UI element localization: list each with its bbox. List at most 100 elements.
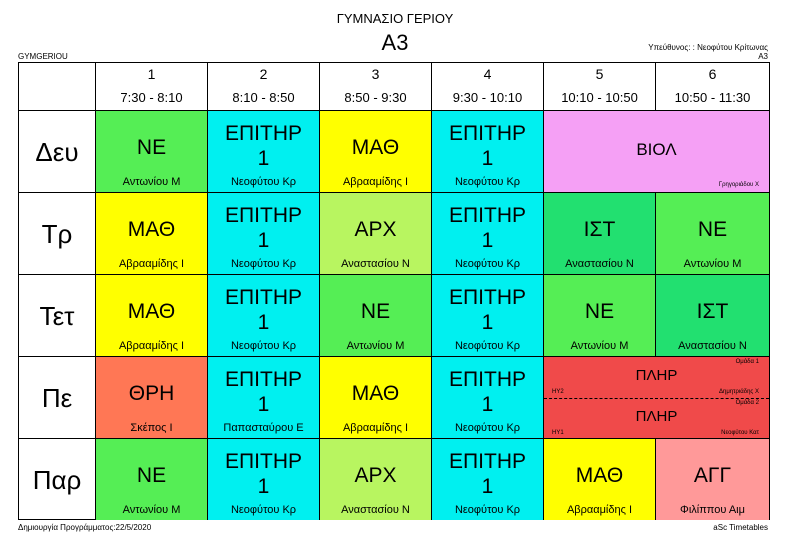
lesson-subject: ΕΠΙΤΗΡ 1 [224,368,302,416]
lesson-cell[interactable]: ΙΣΤ Αναστασίου Ν [543,193,655,274]
lesson-teacher: Αντωνίου Μ [122,176,181,188]
lesson-room: ΗΥ2 [552,389,564,395]
lesson-teacher: Νεοφύτου Κρ [230,504,297,516]
lesson-cell[interactable]: ΙΣΤ Αναστασίου Ν [655,275,769,356]
lesson-cell[interactable]: ΑΡΧ Αναστασίου Ν [319,193,431,274]
period-time: 8:10 - 8:50 [232,90,295,105]
header-divider [19,110,769,111]
school-title: ΓΥΜΝΑΣΙΟ ΓΕΡΙΟΥ [336,11,454,26]
row-divider [19,356,769,357]
responsible-teacher: Υπεύθυνος: : Νεοφύτου Κρίτωνας [648,43,768,52]
lesson-subject: ΜΑΘ [127,300,176,323]
lesson-subject: ΝΕ [136,136,167,159]
created-date: Δημιουργία Προγράμματος:22/5/2020 [18,523,152,532]
group-lesson: Ομάδα 1 ΠΛΗΡ ΗΥ2 Δημητριάδης Χ [544,357,769,399]
lesson-subject: ΝΕ [697,218,728,241]
lesson-cell[interactable]: ΝΕ Αντωνίου Μ [655,193,769,274]
group-lesson: Ομάδα 2 ΠΛΗΡ ΗΥ1 Νεοφύτου Κατ [544,398,769,439]
responsible-class: Α3 [758,52,768,61]
lesson-subject: ΑΡΧ [354,464,397,487]
lesson-teacher: Νεοφύτου Κρ [454,176,521,188]
lesson-cell[interactable]: ΒΙΟΛ Γρηγοριάδου Χ [543,111,769,192]
lesson-cell[interactable]: ΕΠΙΤΗΡ 1 Νεοφύτου Κρ [431,439,543,520]
lesson-teacher: Νεοφύτου Κρ [454,258,521,270]
period-time: 8:50 - 9:30 [344,90,407,105]
lesson-cell[interactable]: ΝΕ Αντωνίου Μ [319,275,431,356]
lesson-subject: ΜΑΘ [351,136,400,159]
responsible-info: Υπεύθυνος: : Νεοφύτου Κρίτωνας Α3 [648,43,768,61]
period-number: 3 [371,66,380,82]
lesson-cell[interactable]: ΕΠΙΤΗΡ 1 Νεοφύτου Κρ [431,193,543,274]
lesson-subject: ΒΙΟΛ [636,140,677,159]
lesson-subject: ΘΡΗ [128,382,175,405]
lesson-teacher: Αναστασίου Ν [678,340,747,352]
day-label: Τρ [41,218,73,249]
lesson-teacher: Αβρααμίδης Ι [342,176,409,188]
split-lesson-cell[interactable]: Ομάδα 1 ΠΛΗΡ ΗΥ2 Δημητριάδης Χ Ομάδα 2 ΠΛΗΡ ΗΥ… [543,357,769,438]
lesson-cell[interactable]: ΑΡΧ Αναστασίου Ν [319,439,431,520]
lesson-cell[interactable]: ΕΠΙΤΗΡ 1 Νεοφύτου Κρ [207,193,319,274]
lesson-teacher: Αναστασίου Ν [565,258,634,270]
school-code: GYMGERIOU [18,52,68,61]
period-header: 3 8:50 - 9:30 [319,63,431,111]
lesson-cell[interactable]: ΝΕ Αντωνίου Μ [543,275,655,356]
lesson-teacher: Φιλίππου Αιμ [680,504,745,516]
lesson-teacher: Νεοφύτου Κρ [454,422,521,434]
lesson-cell[interactable]: ΕΠΙΤΗΡ 1 Παπασταύρου Ε [207,357,319,438]
period-header: 2 8:10 - 8:50 [207,63,319,111]
lesson-teacher: Δημητριάδης Χ [719,389,759,395]
period-number: 5 [595,66,604,82]
period-time: 10:10 - 10:50 [561,90,638,105]
timetable-grid: 1 7:30 - 8:10 2 8:10 - 8:50 3 8:50 - 9:30 4 9:3… [18,62,770,520]
lesson-cell[interactable]: ΕΠΙΤΗΡ 1 Νεοφύτου Κρ [431,357,543,438]
lesson-cell[interactable]: ΝΕ Αντωνίου Μ [95,439,207,520]
lesson-cell[interactable]: ΕΠΙΤΗΡ 1 Νεοφύτου Κρ [207,111,319,192]
lesson-teacher: Αντωνίου Μ [122,504,181,516]
lesson-subject: ΜΑΘ [575,464,624,487]
period-time: 9:30 - 10:10 [452,90,523,105]
day-label: Παρ [32,464,82,495]
lesson-teacher: Αβρααμίδης Ι [566,504,633,516]
lesson-teacher: Αντωνίου Μ [570,340,629,352]
lesson-subject: ΝΕ [360,300,391,323]
lesson-cell[interactable]: ΜΑΘ Αβρααμίδης Ι [95,275,207,356]
lesson-teacher: Νεοφύτου Κρ [454,340,521,352]
lesson-teacher: Αντωνίου Μ [683,258,742,270]
lesson-teacher: Νεοφύτου Κρ [230,340,297,352]
lesson-cell[interactable]: ΕΠΙΤΗΡ 1 Νεοφύτου Κρ [207,275,319,356]
lesson-teacher: Νεοφύτου Κατ [721,430,759,436]
period-number: 4 [483,66,492,82]
lesson-subject: ΠΛΗΡ [635,367,678,384]
lesson-subject: ΕΠΙΤΗΡ 1 [448,204,526,252]
lesson-cell[interactable]: ΜΑΘ Αβρααμίδης Ι [319,357,431,438]
lesson-teacher: Αβρααμίδης Ι [342,422,409,434]
lesson-teacher: Αντωνίου Μ [346,340,405,352]
lesson-teacher: Αβρααμίδης Ι [118,340,185,352]
lesson-teacher: Σκέπος Ι [130,422,173,434]
lesson-cell[interactable]: ΜΑΘ Αβρααμίδης Ι [319,111,431,192]
lesson-cell[interactable]: ΜΑΘ Αβρααμίδης Ι [95,193,207,274]
row-divider [19,192,769,193]
lesson-cell[interactable]: ΕΠΙΤΗΡ 1 Νεοφύτου Κρ [431,275,543,356]
lesson-teacher: Αναστασίου Ν [341,258,410,270]
period-header: 4 9:30 - 10:10 [431,63,543,111]
lesson-cell[interactable]: ΜΑΘ Αβρααμίδης Ι [543,439,655,520]
class-title: Α3 [381,30,409,55]
lesson-teacher: Γρηγοριάδου Χ [718,182,759,188]
group-label: Ομάδα 1 [735,359,759,365]
day-label: Τετ [39,300,75,331]
lesson-cell[interactable]: ΘΡΗ Σκέπος Ι [95,357,207,438]
lesson-subject: ΑΡΧ [354,218,397,241]
lesson-cell[interactable]: ΝΕ Αντωνίου Μ [95,111,207,192]
lesson-teacher: Νεοφύτου Κρ [230,176,297,188]
lesson-subject: ΕΠΙΤΗΡ 1 [224,122,302,170]
lesson-cell[interactable]: ΕΠΙΤΗΡ 1 Νεοφύτου Κρ [207,439,319,520]
lesson-teacher: Αβρααμίδης Ι [118,258,185,270]
lesson-room: ΗΥ1 [552,430,564,436]
period-time: 7:30 - 8:10 [120,90,183,105]
lesson-cell[interactable]: ΕΠΙΤΗΡ 1 Νεοφύτου Κρ [431,111,543,192]
period-number: 2 [259,66,268,82]
lesson-cell[interactable]: ΑΓΓ Φιλίππου Αιμ [655,439,769,520]
period-time: 10:50 - 11:30 [674,90,751,105]
lesson-teacher: Παπασταύρου Ε [223,422,304,434]
